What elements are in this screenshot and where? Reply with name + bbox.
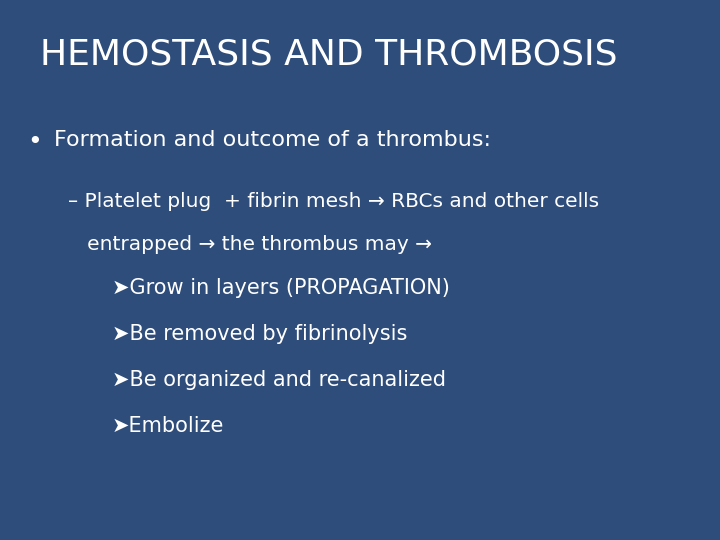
- Text: ➤Embolize: ➤Embolize: [112, 416, 224, 436]
- Text: ➤Be organized and re-canalized: ➤Be organized and re-canalized: [112, 370, 446, 390]
- Text: – Platelet plug  + fibrin mesh → RBCs and other cells: – Platelet plug + fibrin mesh → RBCs and…: [68, 192, 600, 211]
- Text: •: •: [27, 130, 42, 153]
- Text: HEMOSTASIS AND THROMBOSIS: HEMOSTASIS AND THROMBOSIS: [40, 38, 617, 72]
- Text: Formation and outcome of a thrombus:: Formation and outcome of a thrombus:: [54, 130, 491, 150]
- Text: entrapped → the thrombus may →: entrapped → the thrombus may →: [68, 235, 433, 254]
- Text: ➤Grow in layers (PROPAGATION): ➤Grow in layers (PROPAGATION): [112, 278, 449, 298]
- Text: ➤Be removed by fibrinolysis: ➤Be removed by fibrinolysis: [112, 324, 407, 344]
